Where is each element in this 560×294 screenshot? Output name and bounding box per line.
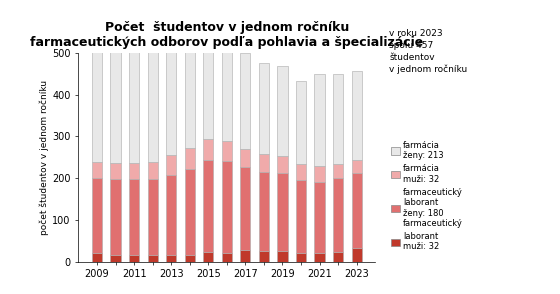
Bar — [203, 10, 213, 139]
Bar — [185, 148, 195, 169]
Bar — [314, 74, 325, 166]
Bar — [129, 163, 139, 179]
Bar — [166, 255, 176, 262]
Bar — [203, 139, 213, 160]
Bar — [296, 180, 306, 253]
Bar — [185, 169, 195, 255]
Bar — [352, 71, 362, 160]
Legend: farmácia
ženy: 213, farmácia
muži: 32, farmaceutický
laborant
ženy: 180
farmaceu: farmácia ženy: 213, farmácia muži: 32, f… — [391, 141, 463, 251]
Text: v roku 2023
spolu 457
študentov
v jednom ročníku: v roku 2023 spolu 457 študentov v jednom… — [389, 29, 468, 74]
Bar — [166, 175, 176, 255]
Bar — [277, 173, 287, 251]
Bar — [185, 16, 195, 148]
Bar — [129, 179, 139, 255]
Title: Počet  študentov v jednom ročníku
farmaceutických odborov podľa pohlavia a špeci: Počet študentov v jednom ročníku farmace… — [30, 21, 423, 49]
Bar — [92, 162, 102, 178]
Bar — [277, 156, 287, 173]
Bar — [92, 50, 102, 162]
Bar — [240, 148, 250, 167]
Bar — [166, 25, 176, 155]
Bar — [240, 250, 250, 262]
Bar — [259, 64, 269, 154]
Bar — [147, 162, 158, 179]
Bar — [333, 74, 343, 163]
Bar — [259, 172, 269, 251]
Bar — [222, 141, 232, 161]
Bar — [296, 164, 306, 180]
Bar — [110, 179, 120, 255]
Bar — [147, 179, 158, 255]
Y-axis label: počet študentov v jednom ročníku: počet študentov v jednom ročníku — [40, 80, 49, 235]
Bar — [259, 251, 269, 262]
Bar — [222, 253, 232, 262]
Bar — [92, 253, 102, 262]
Bar — [147, 46, 158, 162]
Bar — [240, 167, 250, 250]
Bar — [352, 173, 362, 248]
Bar — [277, 251, 287, 262]
Bar — [314, 182, 325, 253]
Bar — [129, 46, 139, 163]
Bar — [185, 255, 195, 262]
Bar — [147, 255, 158, 262]
Bar — [333, 253, 343, 262]
Bar — [222, 37, 232, 141]
Bar — [110, 47, 120, 163]
Bar — [333, 163, 343, 178]
Bar — [352, 248, 362, 262]
Bar — [240, 53, 250, 148]
Bar — [222, 161, 232, 253]
Bar — [166, 155, 176, 175]
Bar — [314, 253, 325, 262]
Bar — [314, 166, 325, 182]
Bar — [277, 66, 287, 156]
Bar — [110, 163, 120, 179]
Bar — [129, 255, 139, 262]
Bar — [296, 81, 306, 164]
Bar — [203, 253, 213, 262]
Bar — [259, 154, 269, 172]
Bar — [352, 160, 362, 173]
Bar — [296, 253, 306, 262]
Bar — [110, 255, 120, 262]
Bar — [333, 178, 343, 253]
Bar — [92, 178, 102, 253]
Bar — [203, 160, 213, 253]
